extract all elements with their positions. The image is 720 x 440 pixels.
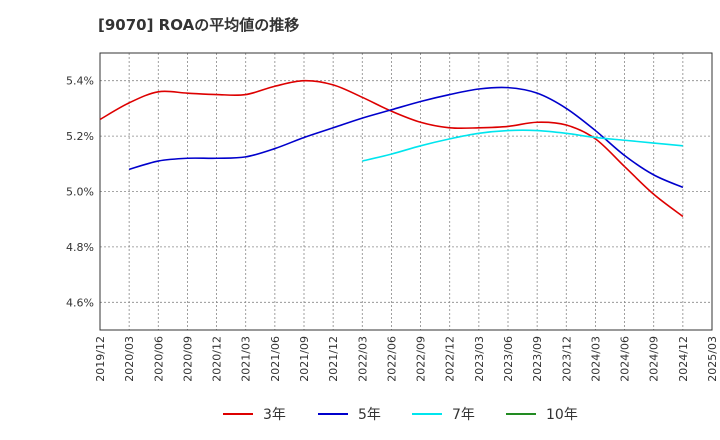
x-tick-label: 2022/09	[415, 336, 428, 382]
series-line-0	[99, 79, 684, 218]
x-tick-label: 2021/12	[327, 336, 340, 382]
legend-label-1: 5年	[358, 407, 381, 423]
y-tick-label: 4.6%	[66, 296, 94, 309]
x-tick-label: 2022/06	[385, 336, 398, 382]
x-tick-label: 2020/09	[181, 336, 194, 382]
x-tick-label: 2024/06	[619, 336, 632, 382]
x-tick-label: 2025/03	[706, 336, 719, 382]
x-tick-label: 2019/12	[94, 336, 107, 382]
x-tick-label: 2023/06	[502, 336, 515, 382]
y-tick-label: 4.8%	[66, 241, 94, 254]
x-tick-label: 2023/12	[560, 336, 573, 382]
x-tick-label: 2020/12	[211, 336, 224, 382]
x-tick-label: 2021/06	[269, 336, 282, 382]
x-tick-label: 2024/03	[589, 336, 602, 382]
x-tick-label: 2024/12	[677, 336, 690, 382]
grid-layer	[100, 53, 712, 330]
y-axis-ticks: 4.6% 4.8% 5.0% 5.2% 5.4%	[66, 75, 94, 310]
legend: 3年 5年 7年 10年	[223, 407, 578, 423]
x-tick-label: 2022/03	[356, 336, 369, 382]
series-line-2	[362, 129, 683, 162]
chart-title: [9070] ROAの平均値の推移	[98, 16, 300, 34]
x-axis-ticks: 2019/12 2020/03 2020/06 2020/09 2020/12 2021/…	[94, 336, 719, 382]
y-tick-label: 5.2%	[66, 130, 94, 143]
x-tick-label: 2021/03	[240, 336, 253, 382]
series-line-1	[128, 86, 684, 189]
x-tick-label: 2024/09	[648, 336, 661, 382]
legend-label-0: 3年	[263, 407, 286, 423]
x-tick-label: 2023/09	[531, 336, 544, 382]
x-tick-label: 2020/06	[152, 336, 165, 382]
series-lines	[99, 79, 684, 218]
x-tick-label: 2022/12	[444, 336, 457, 382]
y-tick-label: 5.0%	[66, 186, 94, 199]
x-tick-label: 2021/09	[298, 336, 311, 382]
y-tick-label: 5.4%	[66, 75, 94, 88]
x-tick-label: 2023/03	[473, 336, 486, 382]
legend-label-2: 7年	[452, 407, 475, 423]
plot-area-frame	[99, 52, 713, 331]
legend-label-3: 10年	[546, 407, 578, 423]
x-tick-label: 2020/03	[123, 336, 136, 382]
